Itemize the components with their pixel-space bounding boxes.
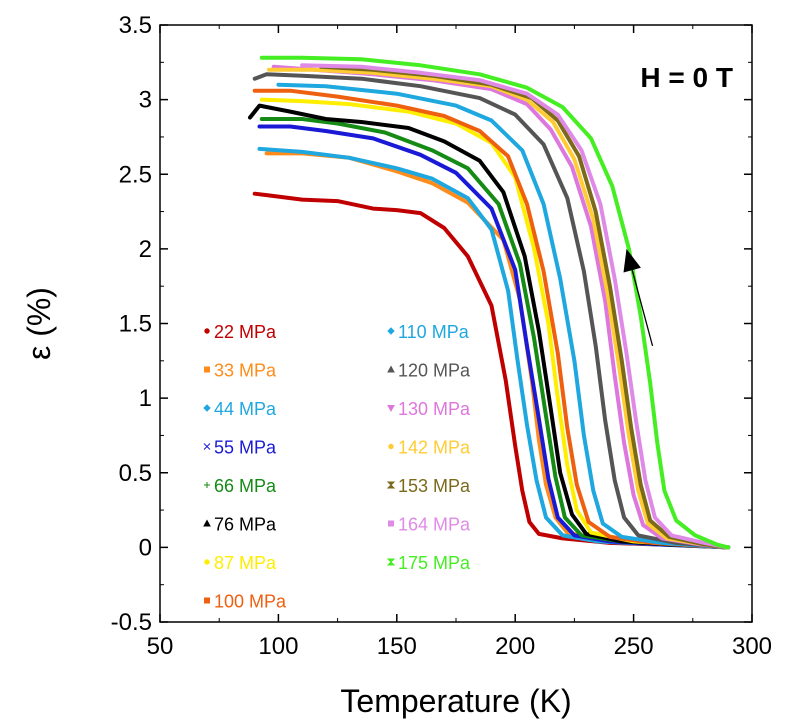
y-axis-label: ε (%) xyxy=(21,287,57,360)
legend-label-12: 153 MPa xyxy=(398,476,471,496)
legend-marker-11 xyxy=(388,443,394,450)
series-line-2 xyxy=(257,146,731,550)
legend-label-0: 22 MPa xyxy=(214,322,277,342)
series-line-8 xyxy=(276,82,731,550)
legend-marker-14 xyxy=(386,558,396,566)
arrow-head xyxy=(623,248,641,273)
series-layer xyxy=(248,55,731,550)
legend-marker-6 xyxy=(204,559,210,565)
legend-label-5: 76 MPa xyxy=(214,515,277,535)
legend-label-8: 110 MPa xyxy=(398,322,470,342)
legend-marker-4 xyxy=(204,482,210,488)
legend-marker-9 xyxy=(387,365,395,373)
x-tick-label-3: 200 xyxy=(495,633,535,660)
x-axis-label: Temperature (K) xyxy=(340,683,571,719)
x-tick-label-2: 150 xyxy=(377,633,417,660)
legend-marker-7 xyxy=(204,597,210,604)
legend-label-6: 87 MPa xyxy=(214,553,277,573)
legend-marker-1 xyxy=(204,366,210,373)
legend-marker-13 xyxy=(388,520,394,527)
y-tick-label-4: 1.5 xyxy=(119,311,152,338)
y-tick-label-2: 0.5 xyxy=(119,460,152,487)
legend: 22 MPa 33 MPa 44 MPa 55 MPa 66 MPa 76 MPa 87 M… xyxy=(203,322,471,612)
x-tick-label-4: 250 xyxy=(614,633,654,660)
series-line-13 xyxy=(300,63,731,550)
legend-label-4: 66 MPa xyxy=(214,476,277,496)
series-line-0 xyxy=(252,191,731,550)
legend-label-13: 164 MPa xyxy=(398,515,471,535)
series-line-12 xyxy=(319,64,731,550)
series-line-7 xyxy=(252,88,731,550)
legend-label-2: 44 MPa xyxy=(214,399,277,419)
field-annotation: H = 0 T xyxy=(640,62,733,93)
y-tick-label-6: 2.5 xyxy=(119,161,152,188)
axis-ticks: 50 100 150 200 250 300 -0.5 0 0.5 1 1.5 2 2.5 3 3.5 xyxy=(111,12,772,660)
y-tick-label-3: 1 xyxy=(139,385,152,412)
x-tick-label-5: 300 xyxy=(732,633,772,660)
legend-marker-8 xyxy=(387,327,395,335)
legend-label-11: 142 MPa xyxy=(398,438,471,458)
legend-label-14: 175 MPa xyxy=(398,553,471,573)
legend-label-1: 33 MPa xyxy=(214,361,277,381)
x-tick-label-0: 50 xyxy=(147,633,174,660)
legend-label-10: 130 MPa xyxy=(398,399,471,419)
series-line-14 xyxy=(259,55,731,550)
x-tick-label-1: 100 xyxy=(258,633,298,660)
legend-marker-0 xyxy=(204,328,210,334)
arrow-annotation xyxy=(623,248,654,347)
series-line-3 xyxy=(257,124,731,550)
arrow-shaft xyxy=(631,269,654,347)
series-line-9 xyxy=(252,72,731,550)
legend-marker-10 xyxy=(387,405,395,413)
series-line-11 xyxy=(266,67,731,550)
y-tick-label-8: 3.5 xyxy=(119,12,152,39)
y-tick-label-5: 2 xyxy=(139,236,152,263)
legend-marker-5 xyxy=(203,519,211,527)
legend-label-3: 55 MPa xyxy=(214,438,277,458)
series-line-1 xyxy=(264,151,731,550)
series-line-5 xyxy=(248,103,731,550)
legend-marker-12 xyxy=(386,481,396,489)
y-tick-label-0: -0.5 xyxy=(111,609,152,636)
y-tick-label-1: 0 xyxy=(139,534,152,561)
legend-marker-3 xyxy=(203,443,211,450)
legend-label-9: 120 MPa xyxy=(398,361,471,381)
legend-marker-2 xyxy=(203,404,211,412)
y-tick-label-7: 3 xyxy=(139,87,152,114)
legend-label-7: 100 MPa xyxy=(214,592,287,612)
